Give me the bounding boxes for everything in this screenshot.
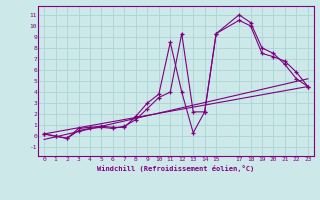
X-axis label: Windchill (Refroidissement éolien,°C): Windchill (Refroidissement éolien,°C) xyxy=(97,165,255,172)
